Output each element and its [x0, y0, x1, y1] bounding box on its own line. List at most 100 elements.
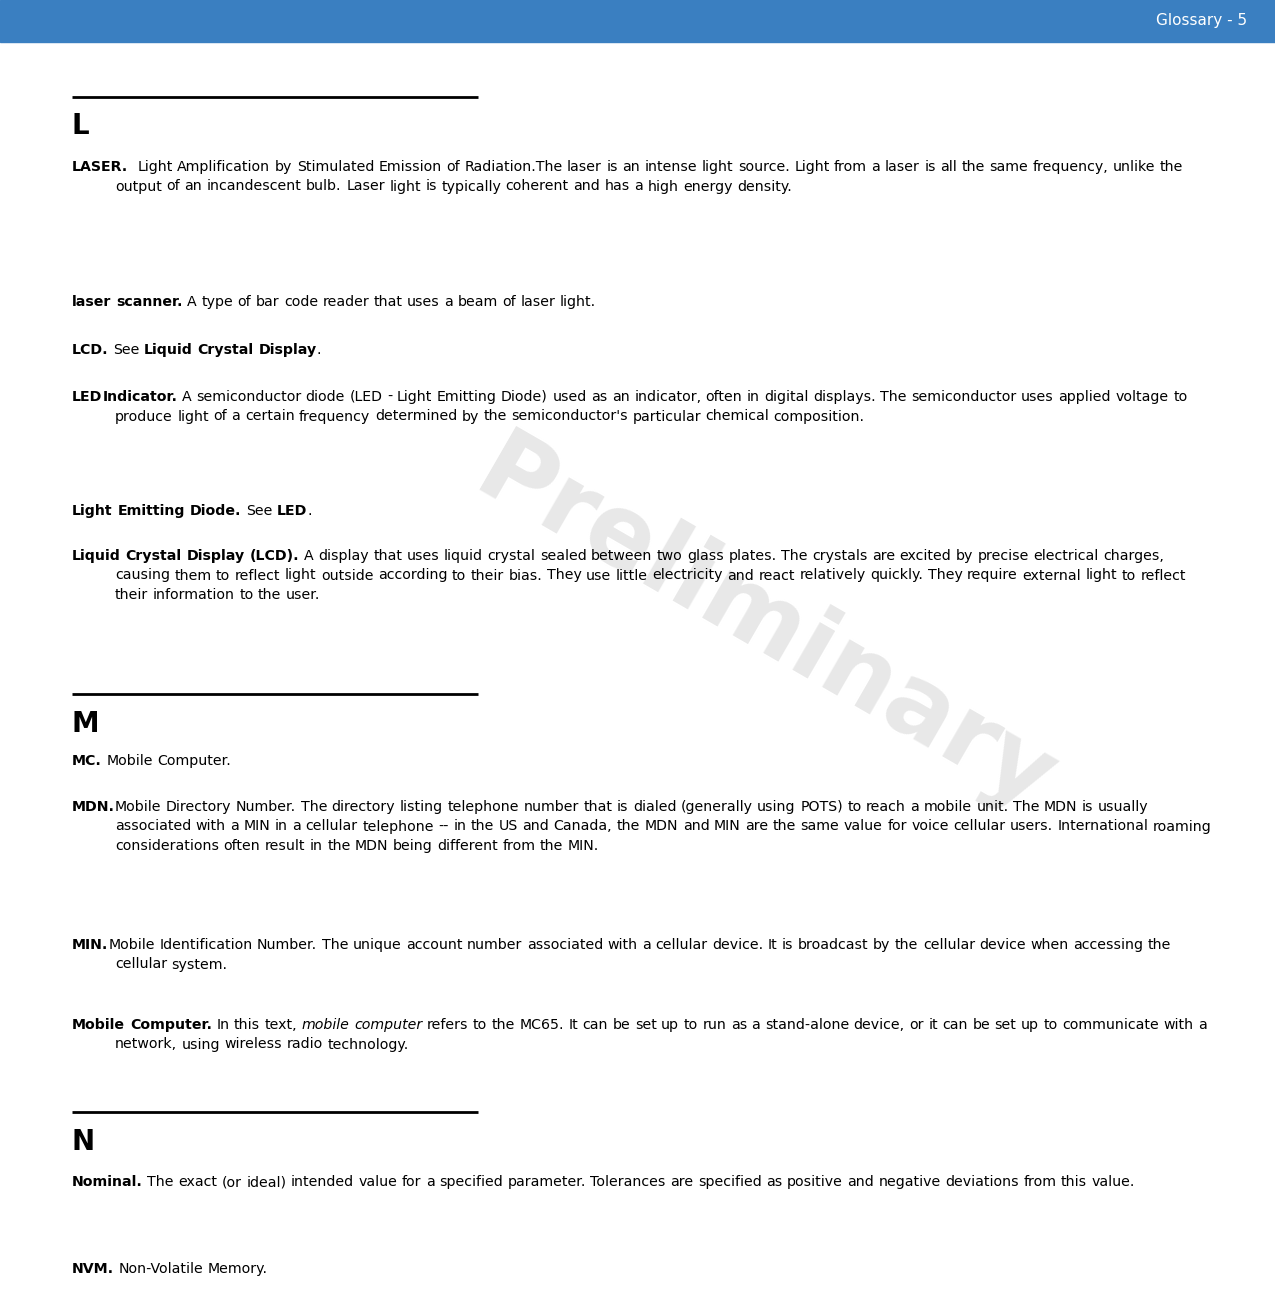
Text: Liquid: Liquid [144, 343, 193, 357]
Text: value: value [844, 819, 882, 834]
Text: when: when [1030, 939, 1068, 952]
Text: electrical: electrical [1034, 548, 1099, 563]
Text: light: light [701, 160, 733, 174]
Text: digital: digital [765, 390, 808, 404]
Text: frequency,: frequency, [1033, 160, 1108, 174]
Text: L: L [71, 113, 89, 140]
Text: an: an [612, 390, 630, 404]
Text: be: be [612, 1018, 630, 1031]
Text: this: this [235, 1018, 260, 1031]
Text: crystal: crystal [487, 548, 536, 563]
Text: telephone: telephone [448, 800, 519, 814]
Text: positive: positive [787, 1175, 843, 1189]
Text: ideal): ideal) [246, 1175, 287, 1189]
Text: Radiation.The: Radiation.The [464, 160, 562, 174]
Text: voice: voice [912, 819, 949, 834]
Text: intense: intense [645, 160, 697, 174]
Text: .: . [317, 343, 321, 357]
Text: a: a [752, 1018, 760, 1031]
Text: users.: users. [1010, 819, 1053, 834]
Text: The: The [321, 939, 348, 952]
Text: Preliminary: Preliminary [459, 423, 1071, 834]
Text: between: between [592, 548, 653, 563]
Text: The: The [148, 1175, 173, 1189]
Text: to: to [1173, 390, 1187, 404]
Text: from: from [502, 839, 536, 853]
Text: in: in [310, 839, 323, 853]
Text: The: The [782, 548, 807, 563]
Text: use: use [586, 568, 612, 583]
Text: is: is [617, 800, 629, 814]
Text: .: . [307, 504, 311, 518]
Text: radio: radio [287, 1038, 323, 1051]
Text: Amplification: Amplification [177, 160, 270, 174]
Text: using: using [757, 800, 796, 814]
Text: typically: typically [441, 179, 501, 194]
Text: using: using [181, 1038, 221, 1051]
Text: that: that [374, 295, 403, 309]
Text: It: It [569, 1018, 578, 1031]
Text: different: different [437, 839, 499, 853]
Text: laser: laser [885, 160, 919, 174]
Text: specified: specified [697, 1175, 761, 1189]
Text: Stimulated: Stimulated [297, 160, 374, 174]
Text: a: a [872, 160, 880, 174]
Text: a: a [445, 295, 453, 309]
Text: a: a [635, 179, 643, 194]
Text: set: set [994, 1018, 1016, 1031]
Text: be: be [973, 1018, 991, 1031]
Text: LED: LED [277, 504, 307, 518]
Text: Light: Light [397, 390, 432, 404]
Text: MIN: MIN [244, 819, 270, 834]
Text: same: same [801, 819, 839, 834]
Text: to: to [848, 800, 862, 814]
Text: Mobile: Mobile [115, 800, 162, 814]
Text: POTS): POTS) [801, 800, 843, 814]
Text: to: to [453, 568, 467, 583]
Text: technology.: technology. [328, 1038, 409, 1051]
Text: dialed: dialed [632, 800, 676, 814]
Text: electricity: electricity [653, 568, 723, 583]
Text: Diode.: Diode. [190, 504, 241, 518]
Text: Memory.: Memory. [208, 1262, 268, 1276]
Text: light: light [1085, 568, 1117, 583]
Text: display: display [319, 548, 368, 563]
Text: little: little [616, 568, 648, 583]
Text: Liquid: Liquid [71, 548, 121, 563]
Text: exact: exact [179, 1175, 217, 1189]
Text: directory: directory [332, 800, 395, 814]
Text: outside: outside [321, 568, 374, 583]
Text: light: light [284, 568, 316, 583]
Text: bar: bar [256, 295, 279, 309]
Text: energy: energy [683, 179, 733, 194]
Text: LCD.: LCD. [71, 343, 108, 357]
Text: The: The [301, 800, 328, 814]
Text: Nominal.: Nominal. [71, 1175, 143, 1189]
Text: specified: specified [439, 1175, 502, 1189]
Text: the: the [470, 819, 495, 834]
Text: Crystal: Crystal [198, 343, 254, 357]
Text: the: the [541, 839, 564, 853]
Text: the: the [617, 819, 640, 834]
Text: often: often [223, 839, 260, 853]
Text: Light: Light [71, 504, 112, 518]
Text: listing: listing [400, 800, 442, 814]
Text: applied: applied [1058, 390, 1111, 404]
Text: information: information [153, 588, 235, 602]
Text: Emitting: Emitting [437, 390, 497, 404]
Text: from: from [1024, 1175, 1056, 1189]
Text: type: type [201, 295, 233, 309]
Text: reach: reach [866, 800, 907, 814]
Text: with: with [1164, 1018, 1193, 1031]
Text: by: by [274, 160, 292, 174]
Bar [0, 0, 1275, 42]
Text: The: The [1014, 800, 1039, 814]
Text: of: of [166, 179, 180, 194]
Text: being: being [393, 839, 434, 853]
Text: reflect: reflect [235, 568, 280, 583]
Text: light: light [177, 410, 209, 424]
Text: density.: density. [737, 179, 792, 194]
Text: MIN.: MIN. [71, 939, 108, 952]
Text: It: It [768, 939, 778, 952]
Text: computer: computer [354, 1018, 422, 1031]
